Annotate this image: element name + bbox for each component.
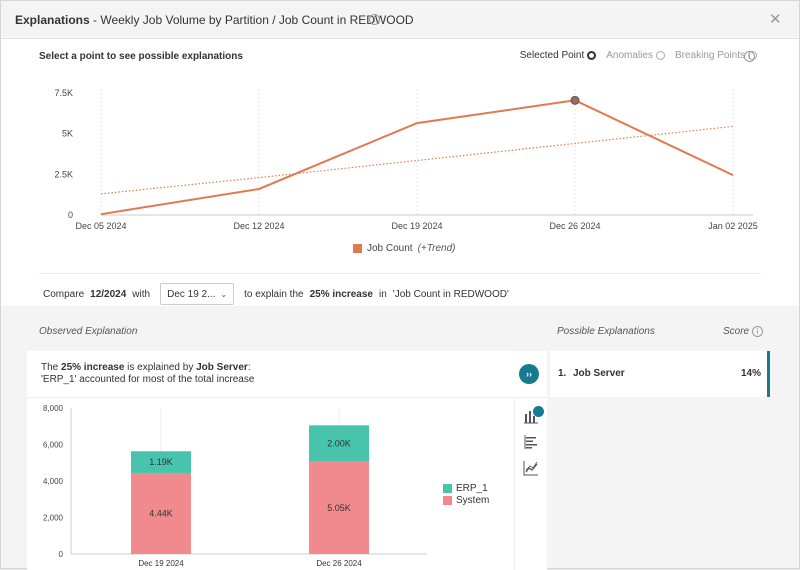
stacked-bar-chart[interactable]: 0 2,000 4,000 6,000 8,000 4.44K 1.19K Dec 19 20… bbox=[27, 398, 514, 570]
bar-segment bbox=[131, 472, 191, 554]
y-tick-label: 7.5K bbox=[54, 88, 73, 98]
bar-segment bbox=[309, 425, 369, 462]
bar-segment bbox=[131, 451, 191, 473]
job-count-swatch bbox=[353, 244, 362, 253]
line-chart-icon[interactable] bbox=[523, 460, 539, 476]
bar-chart-icon[interactable] bbox=[523, 408, 539, 424]
select-prompt: Select a point to see possible explanati… bbox=[39, 51, 243, 62]
observed-explanation-card: The 25% increase is explained by Job Ser… bbox=[27, 351, 547, 570]
possible-explanations-label: Possible Explanations bbox=[557, 326, 655, 337]
point-mode-options: Selected Point Anomalies Breaking Points bbox=[520, 50, 757, 61]
y-tick-label: 2,000 bbox=[43, 514, 64, 523]
system-swatch bbox=[443, 495, 452, 505]
scrollbar[interactable] bbox=[793, 311, 799, 541]
y-tick-label: 8,000 bbox=[43, 404, 64, 413]
option-anomalies[interactable]: Anomalies bbox=[606, 50, 665, 61]
job-count-line bbox=[100, 99, 734, 216]
score-info-icon[interactable]: i bbox=[752, 326, 763, 337]
options-info-icon[interactable]: i bbox=[744, 51, 755, 62]
x-tick-label: Dec 19 2024 bbox=[138, 559, 184, 568]
chart-type-toolbar bbox=[514, 398, 547, 570]
dialog-header: Explanations - Weekly Job Volume by Part… bbox=[1, 1, 799, 39]
y-tick-label: 6,000 bbox=[43, 441, 64, 450]
trend-line bbox=[100, 125, 734, 195]
possible-explanation-item[interactable]: 1. Job Server 14% bbox=[550, 351, 770, 397]
item-name: Job Server bbox=[573, 368, 625, 379]
selected-point-marker[interactable] bbox=[570, 95, 580, 105]
x-tick-label: Dec 12 2024 bbox=[233, 221, 284, 231]
title-info-icon[interactable]: i bbox=[369, 14, 380, 25]
chevron-down-icon: ⌄ bbox=[220, 289, 228, 299]
bar-value-label: 5.05K bbox=[327, 503, 351, 513]
legend-item-erp: ERP_1 bbox=[443, 482, 489, 494]
x-tick-label: Dec 26 2024 bbox=[316, 559, 362, 568]
bar-chart-legend: ERP_1 System bbox=[443, 482, 489, 506]
anomalies-radio-icon[interactable] bbox=[655, 51, 665, 60]
trend-panel: Select a point to see possible explanati… bbox=[1, 39, 799, 306]
divider bbox=[39, 273, 761, 274]
card-divider bbox=[27, 397, 547, 398]
horizontal-bar-icon[interactable] bbox=[523, 434, 539, 450]
bar-value-label: 1.19K bbox=[149, 457, 173, 467]
y-tick-label: 2.5K bbox=[54, 169, 73, 179]
explanation-text: The 25% increase is explained by Job Ser… bbox=[41, 362, 255, 385]
x-tick-label: Dec 26 2024 bbox=[549, 221, 600, 231]
job-count-line-chart[interactable]: Dec 05 2024 Dec 12 2024 Dec 19 2024 Dec 26 … bbox=[1, 77, 799, 237]
selected-point-radio-icon[interactable] bbox=[587, 51, 597, 60]
x-tick-label: Dec 05 2024 bbox=[75, 221, 126, 231]
observed-explanation-label: Observed Explanation bbox=[39, 326, 138, 337]
item-score: 14% bbox=[740, 368, 761, 379]
score-label: Score bbox=[723, 326, 750, 337]
y-tick-label: 4,000 bbox=[43, 477, 64, 486]
y-tick-label: 5K bbox=[62, 129, 73, 139]
compare-row: Compare 12/2024 with Dec 19 2... ⌄ to ex… bbox=[43, 283, 509, 305]
option-selected-point[interactable]: Selected Point bbox=[520, 50, 597, 61]
x-tick-label: Dec 19 2024 bbox=[391, 221, 442, 231]
bar-segment bbox=[309, 461, 369, 554]
bar-value-label: 2.00K bbox=[327, 439, 351, 449]
line-chart-legend: Job Count (+Trend) bbox=[353, 243, 455, 254]
compare-date-dropdown[interactable]: Dec 19 2... ⌄ bbox=[160, 283, 235, 305]
dialog-title: Explanations - Weekly Job Volume by Part… bbox=[15, 13, 414, 27]
active-indicator-icon bbox=[533, 406, 544, 417]
y-tick-label: 0 bbox=[68, 210, 73, 220]
y-tick-label: 0 bbox=[59, 550, 64, 559]
item-number: 1. bbox=[558, 368, 567, 379]
expand-button[interactable]: ›› bbox=[519, 364, 539, 384]
erp-swatch bbox=[443, 483, 452, 493]
legend-item-system: System bbox=[443, 494, 489, 506]
x-tick-label: Jan 02 2025 bbox=[708, 221, 758, 231]
bar-value-label: 4.44K bbox=[149, 508, 173, 518]
close-icon[interactable]: ✕ bbox=[769, 10, 782, 28]
